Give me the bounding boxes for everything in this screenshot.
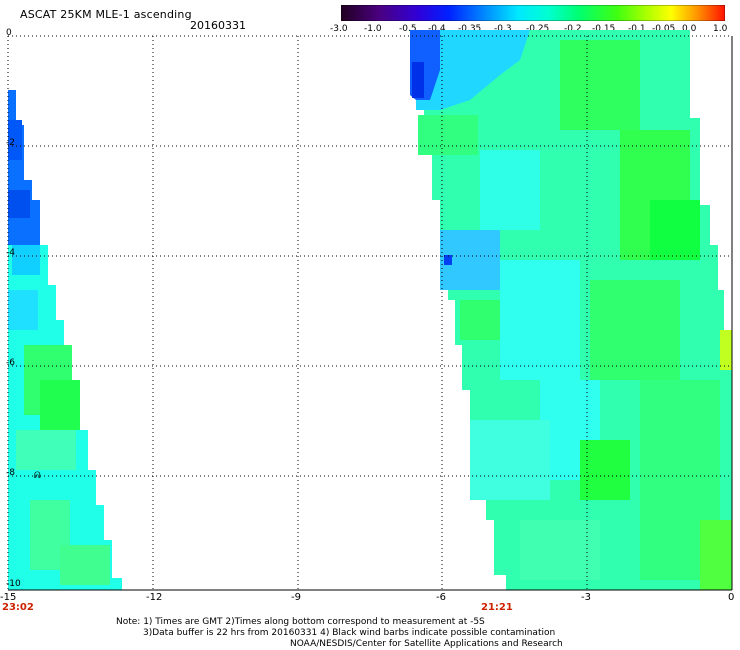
colorbar-label: -1.0 <box>364 24 382 34</box>
x-tick: -3 <box>581 592 591 603</box>
colorbar-label: 1.0 <box>713 24 728 34</box>
x-tick: -12 <box>146 592 163 603</box>
y-tick: -8 <box>6 468 15 478</box>
colorbar-label: -0.35 <box>458 24 482 34</box>
colorbar-label: 0.0 <box>682 24 697 34</box>
colorbar-label: -0.05 <box>652 24 676 34</box>
left-swath <box>8 90 122 590</box>
note-credit: NOAA/NESDIS/Center for Satellite Applica… <box>290 639 563 649</box>
x-tick: -9 <box>291 592 301 603</box>
note-line: 3)Data buffer is 22 hrs from 20160331 4)… <box>143 628 556 638</box>
wind-barb-icon: ᕱ <box>34 471 41 481</box>
colorbar-label: -0.4 <box>428 24 446 34</box>
colorbar <box>341 5 725 21</box>
colorbar-label: -3.0 <box>330 24 348 34</box>
y-tick: -2 <box>6 138 15 148</box>
x-tick: -6 <box>436 592 446 603</box>
grid-lines <box>7 35 732 590</box>
colorbar-label: -0.5 <box>399 24 417 34</box>
map-date: 20160331 <box>190 19 246 32</box>
right-swath <box>410 30 732 590</box>
colorbar-label: -0.1 <box>628 24 646 34</box>
y-tick: -4 <box>6 248 15 258</box>
y-tick: 0 <box>6 28 12 38</box>
y-tick: -6 <box>6 358 15 368</box>
y-tick: -10 <box>6 579 21 589</box>
colorbar-label: -0.15 <box>592 24 616 34</box>
colorbar-label: -0.25 <box>526 24 550 34</box>
colorbar-labels: -3.0 -1.0 -0.5 -0.4 -0.35 -0.3 -0.25 -0.… <box>330 24 740 36</box>
map-title: ASCAT 25KM MLE-1 ascending <box>20 8 192 21</box>
note-line: Note: 1) Times are GMT 2)Times along bot… <box>116 617 485 627</box>
time-label: 21:21 <box>481 602 513 613</box>
colorbar-label: -0.3 <box>494 24 512 34</box>
x-tick: 0 <box>728 592 735 603</box>
time-label: 23:02 <box>2 602 34 613</box>
x-tick: -15 <box>0 592 17 603</box>
colorbar-label: -0.2 <box>564 24 582 34</box>
